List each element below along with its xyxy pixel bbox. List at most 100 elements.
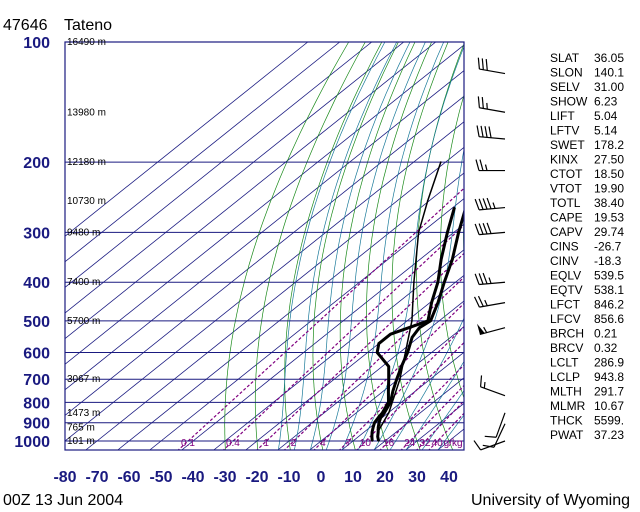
mixing-ratio-label: 0.4 [226, 438, 240, 449]
pressure-tick-label: 300 [23, 225, 50, 242]
height-label: 9480 m [67, 227, 100, 238]
dry-adiabat-line [463, 205, 464, 264]
mixing-ratio-label: 24 [404, 438, 416, 449]
height-label: 765 m [67, 422, 95, 433]
dewpoint-point [389, 333, 392, 336]
index-value: 38.40 [594, 196, 624, 210]
parcel-point [388, 412, 390, 414]
index-label: CAPV [550, 225, 583, 239]
isotherm-line [117, 172, 464, 450]
mixing-ratio-label: 0.1 [181, 438, 195, 449]
temperature-point [377, 440, 380, 442]
index-value: -18.3 [594, 254, 622, 268]
moist-adiabat-line [294, 42, 398, 450]
temperature-point [467, 200, 469, 202]
temperature-point [395, 378, 398, 380]
index-label: SLON [550, 66, 583, 80]
mixing-ratio-line [338, 325, 464, 450]
dewpoint-point [437, 281, 439, 284]
moist-adiabat-line [374, 147, 464, 450]
index-label: PWAT [550, 428, 584, 442]
index-label: LCLT [550, 356, 579, 370]
index-value: 0.21 [594, 327, 618, 341]
dewpoint-point [430, 301, 433, 304]
dry-adiabat-line [486, 42, 551, 451]
moist-adiabat-line [358, 45, 464, 450]
mixing-ratio-label: 40 [432, 438, 444, 449]
temperature-point [411, 336, 413, 339]
temperature-point [533, 100, 535, 102]
index-value: 19.53 [594, 211, 624, 225]
index-label: SELV [550, 80, 580, 94]
parcel-profile [377, 161, 442, 432]
index-value: 6.23 [594, 95, 618, 109]
pressure-tick-label: 900 [23, 416, 50, 433]
index-value: 943.8 [594, 370, 624, 384]
mixing-ratio-label: 7 [346, 438, 352, 449]
mixing-ratio-label: g/kg [444, 438, 463, 449]
wind-barb [479, 375, 506, 397]
parcel-point [413, 281, 415, 284]
parcel-point [440, 161, 442, 163]
temperature-profile [376, 208, 464, 442]
wind-barb [475, 159, 505, 172]
height-label: 12180 m [67, 157, 106, 168]
index-label: BRCH [550, 327, 584, 341]
plot-frame [64, 41, 465, 451]
dewpoint-point [371, 440, 374, 442]
dewpoint-point [377, 342, 380, 345]
parcel-point [377, 430, 380, 432]
dewpoint-point [376, 351, 379, 354]
index-label: SLAT [550, 51, 580, 65]
mixing-ratio-label: 2 [291, 438, 297, 449]
station-name: Tateno [64, 17, 112, 34]
temperature-tick-label: -30 [213, 469, 236, 486]
index-value: 37.23 [594, 428, 624, 442]
index-value: 178.2 [594, 138, 624, 152]
index-label: LIFT [550, 109, 575, 123]
temperature-point [443, 281, 446, 284]
temperature-tick-label: 40 [440, 469, 458, 486]
pressure-tick-label: 700 [23, 372, 50, 389]
temperature-point [429, 320, 432, 322]
index-label: LFCT [550, 298, 581, 312]
index-label: LCLP [550, 370, 580, 384]
sounding-profiles [370, 100, 535, 442]
index-value: 10.67 [594, 399, 624, 413]
index-label: EQLV [550, 269, 581, 283]
wind-barb [473, 440, 506, 451]
index-value: 31.00 [594, 80, 624, 94]
index-value: 27.50 [594, 153, 624, 167]
dewpoint-point [453, 206, 456, 209]
isotherm-line [65, 42, 340, 263]
temperature-tick-label: -60 [117, 469, 140, 486]
index-label: CINS [550, 240, 579, 254]
index-value: 856.6 [594, 312, 624, 326]
index-label: SHOW [550, 95, 588, 109]
index-label: CAPE [550, 211, 583, 225]
index-value: 538.1 [594, 283, 624, 297]
wind-barb [473, 295, 506, 308]
mixing-ratio-label: 32 [419, 438, 431, 449]
isotherm-line [65, 121, 464, 442]
index-label: MLTH [550, 385, 582, 399]
index-label: SWET [550, 138, 585, 152]
isotherm-line [245, 274, 464, 450]
index-value: 140.1 [594, 66, 624, 80]
temperature-tick-label: -70 [85, 469, 108, 486]
index-value: -26.7 [594, 240, 622, 254]
isotherm-line [65, 70, 464, 391]
isotherm-line [65, 42, 404, 314]
isotherm-line [65, 42, 372, 288]
index-value: 5599. [594, 414, 624, 428]
mixing-ratio-label: 1 [263, 438, 269, 449]
background-grid [65, 42, 551, 451]
temperature-tick-label: -80 [53, 469, 76, 486]
index-label: CINV [550, 254, 579, 268]
index-label: BRCV [550, 341, 583, 355]
dewpoint-profile [370, 207, 456, 442]
index-value: 29.74 [594, 225, 624, 239]
temperature-point [377, 426, 380, 429]
dewpoint-point [440, 258, 442, 260]
